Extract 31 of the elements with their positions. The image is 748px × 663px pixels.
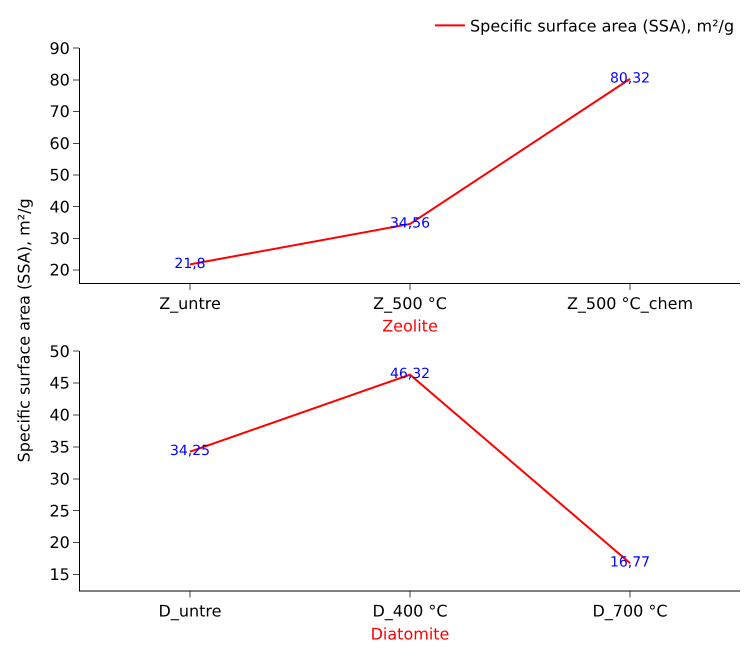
y-tick-label: 45 [49,374,70,393]
y-tick-label: 90 [49,38,70,58]
x-axis-title: Diatomite [370,624,450,644]
data-label: 21,8 [174,256,206,272]
x-axis-title: Zeolite [382,316,438,336]
y-tick-label: 30 [49,228,70,248]
x-tick-label: Z_500 °C [373,294,447,313]
y-tick-label: 80 [49,70,70,90]
x-tick-label: D_700 °C [592,602,668,621]
x-tick-label: Z_untre [159,294,221,313]
y-tick-label: 50 [49,342,70,361]
x-tick-label: D_untre [158,602,222,621]
y-tick-label: 60 [49,134,70,153]
y-tick-label: 40 [49,197,70,216]
x-tick-label: D_400 °C [372,602,448,621]
x-tick-label: Z_500 °C_chem [566,294,694,313]
legend-label: Specific surface area (SSA), m²/g [470,16,734,36]
data-label: 80,32 [610,70,650,86]
data-label: 34,25 [170,443,210,460]
y-tick-label: 20 [49,260,70,280]
y-tick-label: 40 [49,406,70,425]
y-tick-label: 30 [49,469,70,488]
y-tick-label: 20 [49,533,70,552]
y-tick-label: 15 [49,565,70,584]
y-tick-label: 70 [49,102,70,122]
y-tick-label: 35 [49,437,70,456]
y-tick-label: 25 [49,501,70,520]
data-label: 16,77 [610,554,650,571]
y-axis-title: Specific surface area (SSA), m²/g [14,198,34,462]
data-label: 46,32 [390,366,430,382]
y-tick-label: 50 [49,166,70,185]
